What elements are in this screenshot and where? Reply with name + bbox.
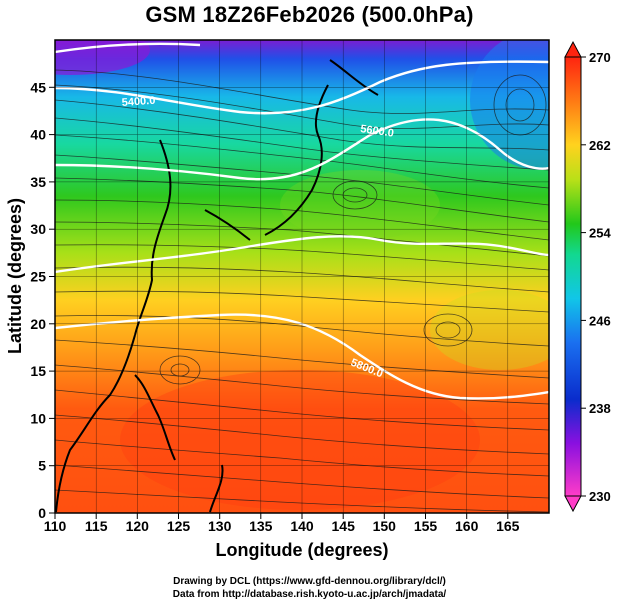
x-tick-label: 140 [290, 518, 314, 534]
x-tick-label: 120 [126, 518, 150, 534]
colorbar-tick-label: 270 [589, 50, 611, 65]
colorbar-bottom-arrow [564, 495, 582, 513]
x-tick-label: 155 [414, 518, 438, 534]
y-tick-label: 30 [30, 221, 46, 237]
y-tick-label: 15 [30, 363, 46, 379]
x-tick-label: 130 [208, 518, 232, 534]
y-tick-label: 45 [30, 79, 46, 95]
colorbar-tick-label: 230 [589, 489, 611, 504]
colorbar-tick-label: 262 [589, 138, 611, 153]
y-tick-label: 35 [30, 174, 46, 190]
warm-tongue-north [280, 170, 440, 240]
y-tick-label: 25 [30, 269, 46, 285]
y-tick-label: 5 [38, 458, 46, 474]
drawing-credit: Drawing by DCL (https://www.gfd-dennou.o… [173, 576, 446, 587]
colorbar: 270 262 254 246 238 230 [564, 40, 611, 513]
colorbar-gradient [564, 56, 582, 497]
x-tick-label: 150 [373, 518, 397, 534]
x-tick-label: 135 [249, 518, 273, 534]
contour-line-3 [55, 118, 549, 181]
chart-title: GSM 18Z26Feb2026 (500.0hPa) [145, 2, 474, 27]
axis-ticks [49, 86, 509, 519]
contour-line-5 [55, 313, 549, 400]
wind-streamlines [55, 69, 549, 513]
colorbar-tick-label: 238 [589, 401, 611, 416]
data-source-credit: Data from http://database.rish.kyoto-u.a… [172, 589, 447, 600]
x-tick-label: 115 [85, 518, 108, 534]
x-tick-label: 165 [496, 518, 520, 534]
colorbar-tick-label: 246 [589, 313, 611, 328]
y-tick-label: 0 [38, 505, 46, 521]
x-tick-label: 125 [167, 518, 191, 534]
contour-label-5600: 5600.0 [360, 123, 395, 140]
contour-label-5400: 5400.0 [121, 95, 155, 109]
height-contours [55, 42, 549, 400]
y-axis-title: Latitude (degrees) [5, 198, 25, 354]
colorbar-top-arrow [564, 40, 582, 58]
contour-line-2 [55, 60, 549, 115]
y-tick-label: 10 [30, 410, 46, 426]
x-tick-label: 160 [455, 518, 479, 534]
x-tick-label: 145 [332, 518, 356, 534]
graticule [55, 40, 549, 513]
y-tick-label: 20 [30, 316, 46, 332]
x-tick-label: 110 [44, 518, 67, 534]
x-axis-title: Longitude (degrees) [215, 540, 388, 560]
y-tick-label: 40 [30, 127, 46, 143]
cold-pool-northeast [470, 40, 549, 170]
contour-line-1 [55, 42, 201, 54]
contour-line-4 [55, 235, 549, 274]
colorbar-tick-label: 254 [589, 226, 611, 241]
